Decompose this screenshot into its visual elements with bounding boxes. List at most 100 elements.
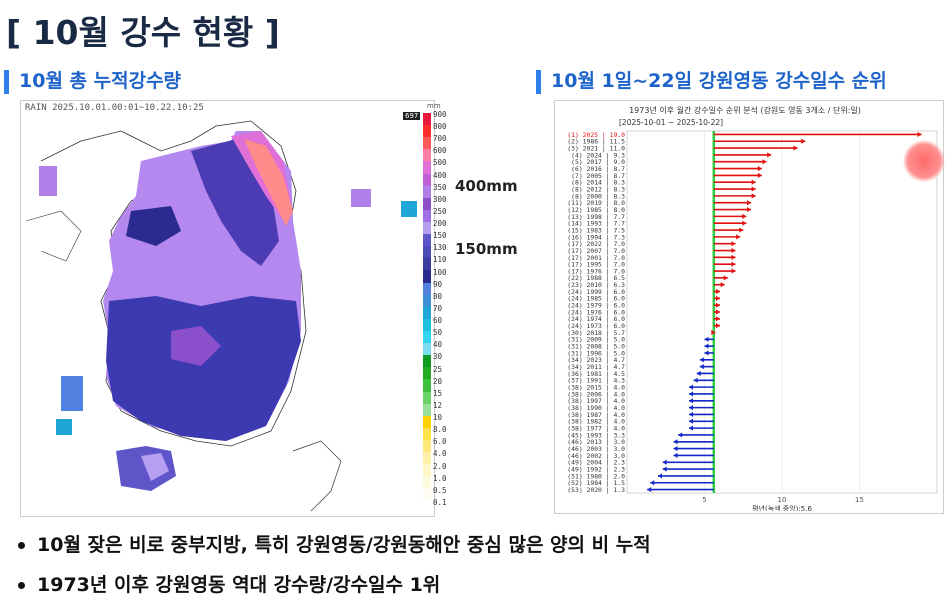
- row-label: (24) 1979 | 6.0: [567, 302, 625, 310]
- colorbar-swatch: [423, 246, 431, 259]
- max-value-badge: 697: [403, 112, 421, 120]
- row-label: (46) 2013 | 3.0: [567, 438, 625, 446]
- row-label: (5) 2017 | 9.0: [571, 158, 625, 166]
- bullet-dot-icon: [18, 582, 25, 589]
- colorbar-tick-label: 70: [433, 303, 443, 313]
- colorbar: [423, 113, 431, 513]
- bullet-text: 10월 잦은 비로 중부지방, 특히 강원영동/강원동해안 중심 많은 양의 비…: [37, 534, 651, 556]
- colorbar-tick-label: 15: [433, 388, 443, 398]
- row-label: (30) 2018 | 5.7: [567, 329, 625, 337]
- row-label: (34) 2011 | 4.7: [567, 363, 625, 371]
- colorbar-tick-label: 8.0: [433, 425, 447, 435]
- colorbar-swatch: [423, 137, 431, 150]
- bar-arrowhead: [762, 159, 767, 165]
- bar-arrowhead: [650, 480, 655, 486]
- bar-arrowhead: [731, 254, 736, 260]
- colorbar-swatch: [423, 270, 431, 283]
- colorbar-tick-label: 150: [433, 231, 447, 241]
- colorbar-swatch: [423, 173, 431, 186]
- colorbar-swatch: [423, 452, 431, 465]
- colorbar-swatch: [423, 415, 431, 428]
- colorbar-swatch: [423, 367, 431, 380]
- colorbar-tick-label: 30: [433, 352, 443, 362]
- colorbar-swatch: [423, 488, 431, 501]
- colorbar-swatch: [423, 258, 431, 271]
- bar-arrowhead: [731, 268, 736, 274]
- bar-arrowhead: [716, 323, 720, 329]
- colorbar-tick-label: 200: [433, 219, 447, 229]
- right-section-heading: 10월 1일~22일 강원영동 강수일수 순위: [536, 66, 887, 94]
- section-marker: [4, 69, 9, 94]
- colorbar-tick-label: 300: [433, 194, 447, 204]
- colorbar-swatch: [423, 197, 431, 210]
- row-label: (8) 2014 | 8.3: [571, 179, 625, 187]
- left-section-title: 10월 총 누적강수량: [19, 70, 182, 92]
- bar-arrowhead: [704, 343, 709, 349]
- right-section-title: 10월 1일~22일 강원영동 강수일수 순위: [551, 70, 887, 92]
- bar-arrowhead: [662, 459, 667, 465]
- row-label: (11) 2019 | 8.0: [567, 199, 625, 207]
- bar-arrowhead: [689, 418, 693, 424]
- bullet-dot-icon: [18, 542, 25, 549]
- colorbar-tick-label: 90: [433, 279, 443, 289]
- bar-arrowhead: [689, 398, 693, 404]
- colorbar-tick-label: 0.1: [433, 497, 447, 507]
- left-section-heading: 10월 총 누적강수량: [4, 66, 181, 94]
- colorbar-tick-label: 500: [433, 158, 447, 168]
- colorbar-tick-label: 2.0: [433, 461, 447, 471]
- row-label: (46) 2003 | 3.0: [567, 445, 625, 453]
- bar-arrowhead: [673, 452, 678, 459]
- row-label: (53) 2020 | 1.3: [567, 486, 625, 494]
- bar-arrowhead: [716, 309, 720, 315]
- colorbar-tick-label: 60: [433, 316, 443, 326]
- row-label: (24) 1985 | 6.0: [567, 295, 625, 303]
- bar-arrowhead: [673, 439, 678, 445]
- colorbar-tick-label: 4.0: [433, 449, 447, 459]
- row-label: (31) 2009 | 5.0: [567, 336, 625, 344]
- annotation-150mm: 150mm: [455, 240, 518, 258]
- row-label: (12) 1985 | 8.0: [567, 206, 625, 214]
- bar-arrowhead: [747, 200, 751, 206]
- row-label: (15) 1983 | 7.5: [567, 226, 625, 234]
- chart-subtitle: [2025-10-01 ~ 2025-10-22]: [619, 118, 723, 127]
- bar-arrowhead: [747, 206, 751, 213]
- bar-arrowhead: [751, 193, 756, 199]
- colorbar-swatch: [423, 294, 431, 307]
- bar-arrowhead: [689, 391, 693, 397]
- colorbar-tick-label: 400: [433, 170, 447, 180]
- row-label: (38) 2015 | 4.0: [567, 384, 625, 392]
- row-label: (24) 1999 | 6.0: [567, 288, 625, 296]
- row-label: (1) 2025 | 19.0: [567, 131, 625, 139]
- bullet-text: 1973년 이후 강원영동 역대 강수량/강수일수 1위: [37, 574, 441, 596]
- bar-arrowhead: [720, 282, 725, 288]
- colorbar-swatch: [423, 221, 431, 235]
- row-label: (31) 1996 | 5.0: [567, 349, 625, 357]
- colorbar-tick-label: 110: [433, 255, 447, 265]
- row-label: (23) 2010 | 6.3: [567, 281, 625, 289]
- row-label: (17) 1995 | 7.0: [567, 261, 625, 269]
- bar-arrowhead: [678, 432, 683, 438]
- slide-title: [ 10월 강수 현황 ]: [6, 13, 280, 52]
- bar-arrowhead: [716, 288, 720, 295]
- row-label: (4) 2024 | 9.3: [571, 151, 625, 159]
- colorbar-swatch: [423, 355, 431, 368]
- colorbar-tick-label: 700: [433, 134, 447, 144]
- bar-arrowhead: [647, 486, 652, 493]
- bar-arrowhead: [704, 336, 709, 342]
- cursor-highlight-icon: [903, 140, 945, 182]
- row-label: (45) 1993 | 3.3: [567, 431, 625, 439]
- colorbar-swatch: [423, 209, 431, 222]
- row-label: (38) 1982 | 4.0: [567, 418, 625, 426]
- colorbar-tick-label: 900: [433, 110, 447, 119]
- bar-arrowhead: [696, 370, 701, 377]
- colorbar-tick-label: 1.0: [433, 473, 447, 483]
- row-label: (24) 1973 | 6.0: [567, 322, 625, 330]
- row-label: (22) 1988 | 6.5: [567, 274, 625, 282]
- colorbar-swatch: [423, 439, 431, 453]
- map-header: RAIN 2025.10.01.00:01~10.22.10:25: [25, 103, 204, 113]
- row-label: (17) 2007 | 7.0: [567, 247, 625, 255]
- bar-arrowhead: [689, 411, 693, 418]
- row-label: (38) 1997 | 4.0: [567, 397, 625, 405]
- colorbar-tick-label: 100: [433, 267, 447, 277]
- colorbar-tick-label: 25: [433, 364, 443, 374]
